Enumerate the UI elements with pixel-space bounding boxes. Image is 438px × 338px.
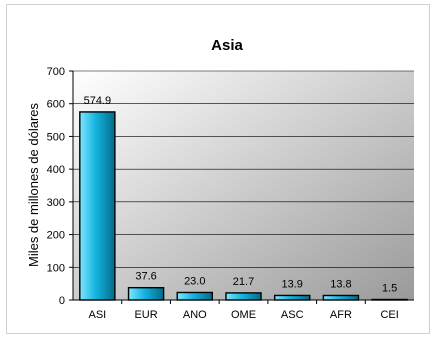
x-tick-label: EUR <box>134 309 157 321</box>
bar-asc <box>273 294 311 301</box>
chart-title: Asia <box>211 37 243 54</box>
bar-ome <box>225 292 262 301</box>
data-label: 13.9 <box>282 278 303 290</box>
y-tick-label: 100 <box>47 262 65 274</box>
y-tick-label: 700 <box>47 66 65 78</box>
plot-area: 0 100 200 300 400 500 600 700 574.9 ASI 37.6 EUR 23.… <box>47 66 414 321</box>
data-label: 13.8 <box>330 278 351 290</box>
x-tick-label: OME <box>231 309 256 321</box>
x-tick-label: AFR <box>330 309 352 321</box>
y-tick-label: 500 <box>47 131 65 143</box>
y-tick-label: 200 <box>47 230 65 242</box>
y-tick-label: 400 <box>47 164 65 176</box>
data-label: 21.7 <box>233 276 254 288</box>
y-tick-label: 600 <box>47 99 65 111</box>
data-label: 574.9 <box>84 95 112 107</box>
x-tick-label: ASI <box>88 309 106 321</box>
data-label: 23.0 <box>184 275 205 287</box>
plot-background <box>73 71 414 300</box>
bar-ano <box>176 291 214 301</box>
data-label: 1.5 <box>382 283 397 295</box>
bar-afr <box>322 294 360 301</box>
x-tick-label: CEI <box>380 309 398 321</box>
y-tick-label: 300 <box>47 197 65 209</box>
data-label: 37.6 <box>135 271 156 283</box>
y-tick-label: 0 <box>59 295 65 307</box>
x-tick-label: ASC <box>281 309 304 321</box>
x-tick-label: ANO <box>183 309 207 321</box>
y-axis-label: Miles de millones de dólares <box>26 102 41 267</box>
bar-asi <box>79 111 116 301</box>
bar-eur <box>127 286 165 301</box>
